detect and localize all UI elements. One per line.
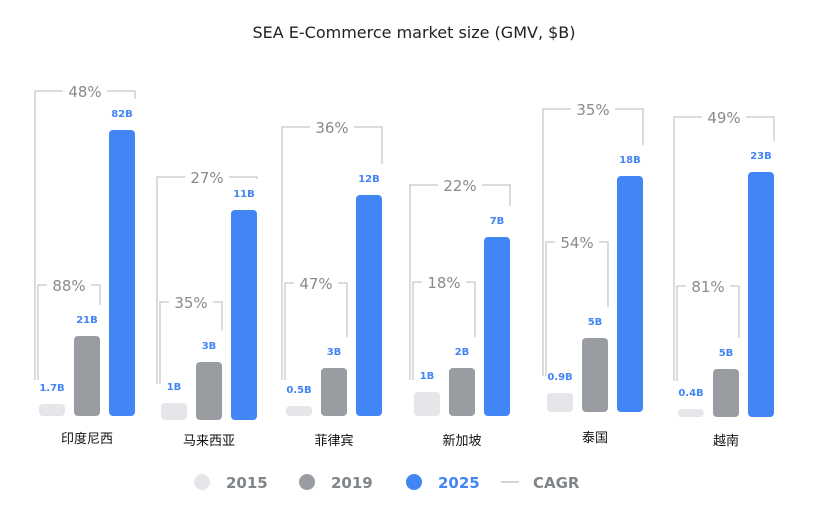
cagr-bracket-2015-2019 bbox=[676, 285, 740, 381]
label-bg bbox=[555, 233, 599, 251]
bar-2025 bbox=[109, 130, 135, 416]
cagr-label-2019-2025: 36% bbox=[315, 119, 348, 137]
bar-2025 bbox=[484, 237, 510, 416]
bar-2015 bbox=[547, 393, 573, 412]
category-label: 越南 bbox=[713, 433, 739, 449]
cagr-label-2019-2025: 22% bbox=[443, 177, 476, 195]
value-label-2025: 12B bbox=[358, 174, 380, 185]
bar-2025 bbox=[617, 176, 643, 412]
label-bg bbox=[310, 118, 354, 136]
country-group: 27% 35% 1B 3B 11B 马来西亚 bbox=[156, 168, 258, 449]
cagr-label-2015-2019: 81% bbox=[691, 278, 724, 296]
bar-2025 bbox=[231, 210, 257, 420]
label-bg bbox=[185, 168, 229, 186]
label-bg bbox=[294, 274, 338, 292]
value-label-2019: 3B bbox=[202, 341, 217, 352]
value-label-2015: 1B bbox=[167, 382, 182, 393]
value-label-2015: 0.5B bbox=[286, 385, 311, 396]
bar-2015 bbox=[161, 403, 187, 420]
bar-2019 bbox=[449, 368, 475, 416]
cagr-label-2015-2019: 35% bbox=[174, 294, 207, 312]
bar-2025 bbox=[356, 195, 382, 416]
cagr-bracket-2015-2019 bbox=[412, 281, 476, 380]
legend: 2015 2019 2025 CAGR bbox=[194, 474, 580, 492]
category-label: 印度尼西 bbox=[61, 431, 113, 447]
bar-2019 bbox=[74, 336, 100, 416]
value-label-2025: 11B bbox=[233, 189, 255, 200]
label-bg bbox=[702, 108, 746, 126]
value-label-2019: 5B bbox=[588, 317, 603, 328]
label-bg bbox=[63, 82, 107, 100]
value-label-2019: 2B bbox=[455, 347, 470, 358]
label-bg bbox=[47, 276, 91, 294]
cagr-label-2015-2019: 47% bbox=[299, 275, 332, 293]
bar-2015 bbox=[286, 406, 312, 416]
legend-marker bbox=[194, 474, 210, 490]
legend-marker bbox=[299, 474, 315, 490]
label-bg bbox=[169, 293, 213, 311]
label-bg bbox=[422, 273, 466, 291]
cagr-label-2015-2019: 54% bbox=[560, 234, 593, 252]
value-label-2025: 23B bbox=[750, 151, 772, 162]
legend-item-2025: 2025 bbox=[406, 474, 480, 492]
label-bg bbox=[686, 277, 730, 295]
value-label-2025: 82B bbox=[111, 109, 133, 120]
value-label-2019: 3B bbox=[327, 347, 342, 358]
value-label-2019: 21B bbox=[76, 315, 98, 326]
legend-label: 2015 bbox=[226, 474, 268, 492]
legend-label: 2025 bbox=[438, 474, 480, 492]
value-label-2025: 7B bbox=[490, 216, 505, 227]
cagr-label-2015-2019: 88% bbox=[52, 277, 85, 295]
value-label-2015: 0.9B bbox=[547, 372, 572, 383]
cagr-label-2019-2025: 49% bbox=[707, 109, 740, 127]
cagr-label-2019-2025: 27% bbox=[190, 169, 223, 187]
label-bg bbox=[438, 176, 482, 194]
country-group: 36% 47% 0.5B 3B 12B 菲律宾 bbox=[281, 118, 383, 449]
category-label: 泰国 bbox=[582, 431, 608, 446]
bar-2025 bbox=[748, 172, 774, 417]
bar-2015 bbox=[39, 404, 65, 416]
bar-2019 bbox=[321, 368, 347, 416]
value-label-2019: 5B bbox=[719, 348, 734, 359]
legend-item-2019: 2019 bbox=[299, 474, 373, 492]
legend-item-2015: 2015 bbox=[194, 474, 268, 492]
value-label-2015: 1.7B bbox=[39, 383, 64, 394]
bar-2019 bbox=[582, 338, 608, 412]
legend-item-cagr: CAGR bbox=[501, 474, 580, 492]
country-group: 35% 54% 0.9B 5B 18B 泰国 bbox=[542, 100, 644, 446]
value-label-2025: 18B bbox=[619, 155, 641, 166]
legend-label: CAGR bbox=[533, 474, 580, 492]
legend-marker bbox=[406, 474, 422, 490]
country-group: 48% 88% 1.7B 21B 82B 印度尼西 bbox=[34, 82, 136, 447]
category-label: 马来西亚 bbox=[183, 434, 235, 449]
bar-2015 bbox=[678, 409, 704, 417]
bar-2019 bbox=[196, 362, 222, 420]
legend-label: 2019 bbox=[331, 474, 373, 492]
cagr-bracket-2015-2019 bbox=[284, 282, 348, 380]
value-label-2015: 0.4B bbox=[678, 388, 703, 399]
country-group: 22% 18% 1B 2B 7B 新加坡 bbox=[409, 176, 511, 449]
bar-2015 bbox=[414, 392, 440, 416]
label-bg bbox=[571, 100, 615, 118]
value-label-2015: 1B bbox=[420, 371, 435, 382]
country-group: 49% 81% 0.4B 5B 23B 越南 bbox=[673, 108, 775, 449]
cagr-label-2019-2025: 35% bbox=[576, 101, 609, 119]
chart-title: SEA E-Commerce market size (GMV, $B) bbox=[252, 23, 575, 42]
category-label: 菲律宾 bbox=[314, 433, 353, 449]
category-label: 新加坡 bbox=[442, 433, 481, 449]
bar-2019 bbox=[713, 369, 739, 417]
cagr-label-2015-2019: 18% bbox=[427, 274, 460, 292]
cagr-label-2019-2025: 48% bbox=[68, 83, 101, 101]
